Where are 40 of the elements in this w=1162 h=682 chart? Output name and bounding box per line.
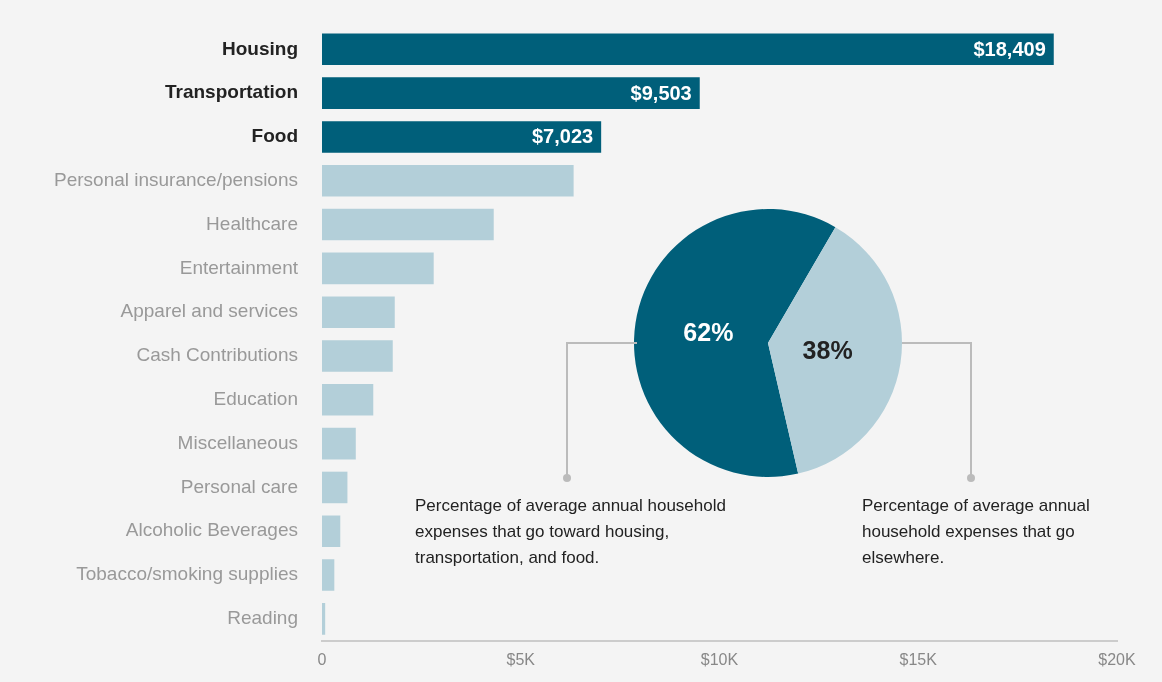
y-tick-label: Personal care — [180, 475, 298, 497]
bar — [322, 603, 326, 635]
data-label: $7,023 — [531, 125, 594, 148]
data-label: $9,503 — [630, 81, 692, 104]
y-tick-label: Housing — [222, 37, 298, 59]
x-tick-label: $15K — [899, 650, 938, 668]
y-tick-label: Education — [213, 388, 298, 410]
bar — [322, 164, 574, 197]
y-tick-label: Reading — [227, 607, 298, 629]
bar — [322, 208, 494, 241]
y-tick-label: Transportation — [164, 81, 298, 103]
y-tick-label: Food — [251, 125, 298, 147]
data-label: $18,409 — [973, 37, 1046, 60]
bar — [322, 515, 341, 548]
y-tick-label: Cash Contributions — [136, 344, 298, 366]
bar — [322, 296, 395, 328]
y-tick-label: Miscellaneous — [177, 431, 298, 453]
data-label: 38% — [802, 335, 853, 364]
bar — [322, 340, 393, 372]
x-tick-label: $20K — [1098, 650, 1137, 668]
annotation: Percentage of average annual household expenses that go toward housing, transportation, and food. — [415, 495, 727, 569]
x-tick-label: $5K — [506, 650, 536, 668]
y-tick-label: Tobacco/smoking supplies — [76, 563, 298, 585]
bar — [322, 384, 374, 416]
bar — [322, 77, 700, 109]
bar — [322, 427, 356, 460]
annotation: Percentage of average annual household expenses that go elsewhere. — [862, 495, 1091, 569]
y-tick-label: Apparel and services — [120, 300, 298, 322]
bar — [322, 252, 434, 285]
x-tick-label: 0 — [317, 650, 327, 668]
y-tick-label: Entertainment — [179, 256, 299, 278]
bar — [322, 121, 602, 153]
bar — [322, 559, 335, 591]
x-tick-label: $10K — [700, 650, 739, 668]
data-label: 62% — [683, 317, 734, 346]
bar — [322, 471, 348, 504]
y-tick-label: Healthcare — [206, 212, 298, 234]
y-tick-label: Personal insurance/pensions — [54, 168, 298, 190]
y-tick-label: Alcoholic Beverages — [125, 519, 298, 541]
bar — [322, 33, 1054, 66]
